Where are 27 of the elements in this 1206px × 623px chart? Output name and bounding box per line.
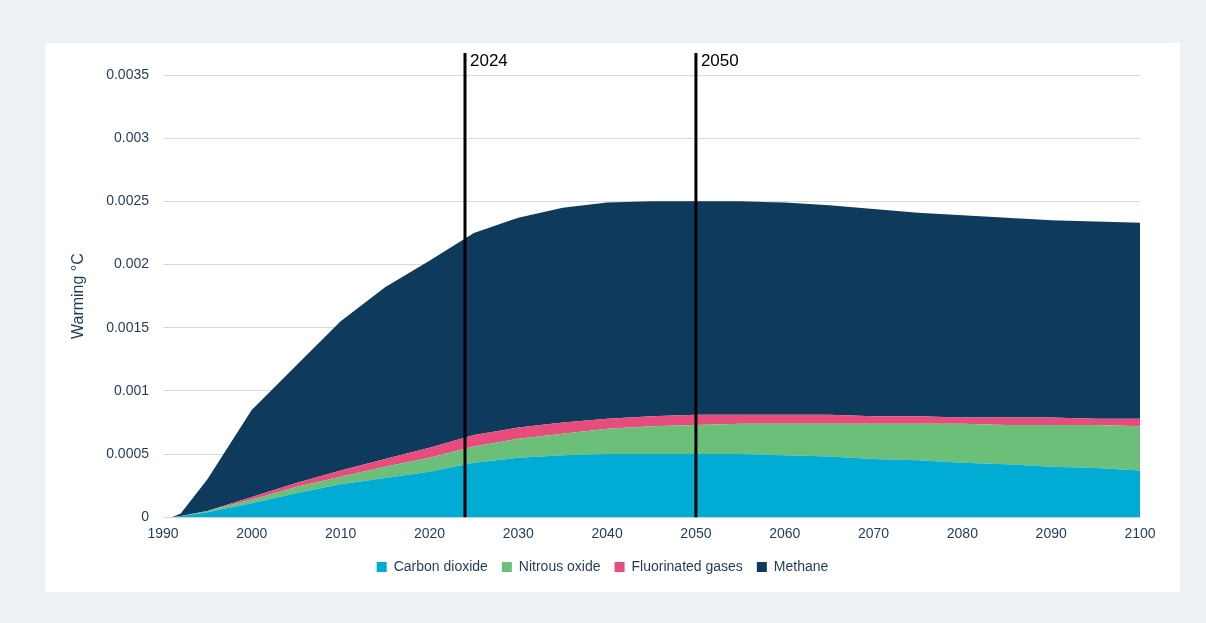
y-tick-label: 0 bbox=[141, 508, 150, 525]
ref-line-label: 2024 bbox=[470, 51, 508, 71]
x-tick-label: 2010 bbox=[325, 525, 357, 542]
legend-label: Nitrous oxide bbox=[518, 557, 601, 574]
x-tick-label: 2100 bbox=[1124, 525, 1156, 542]
y-tick-label: 0.002 bbox=[113, 255, 150, 272]
y-tick-label: 0.003 bbox=[113, 129, 150, 146]
x-tick-label: 2060 bbox=[769, 525, 801, 542]
x-tick-label: 2080 bbox=[946, 525, 979, 542]
y-tick-label: 0.0005 bbox=[106, 444, 150, 461]
y-tick-label: 0.0035 bbox=[106, 65, 150, 82]
x-tick-label: 2030 bbox=[502, 525, 535, 542]
legend-label: Carbon dioxide bbox=[393, 557, 489, 574]
legend-label: Methane bbox=[773, 557, 829, 574]
y-tick-label: 0.0025 bbox=[106, 192, 150, 209]
x-tick-label: 2070 bbox=[857, 525, 890, 542]
x-tick-label: 2020 bbox=[413, 525, 446, 542]
ref-line-label: 2050 bbox=[700, 51, 739, 71]
x-tick-label: 2050 bbox=[680, 525, 712, 542]
x-tick-label: 2040 bbox=[591, 525, 623, 542]
x-tick-label: 2000 bbox=[236, 525, 268, 542]
x-tick-label: 2090 bbox=[1035, 525, 1067, 542]
x-tick-label: 1990 bbox=[147, 525, 179, 542]
y-tick-label: 0.001 bbox=[113, 381, 150, 398]
y-axis-title: Warming °C bbox=[69, 253, 87, 340]
legend-label: Fluorinated gases bbox=[631, 557, 743, 574]
y-tick-label: 0.0015 bbox=[106, 318, 150, 335]
